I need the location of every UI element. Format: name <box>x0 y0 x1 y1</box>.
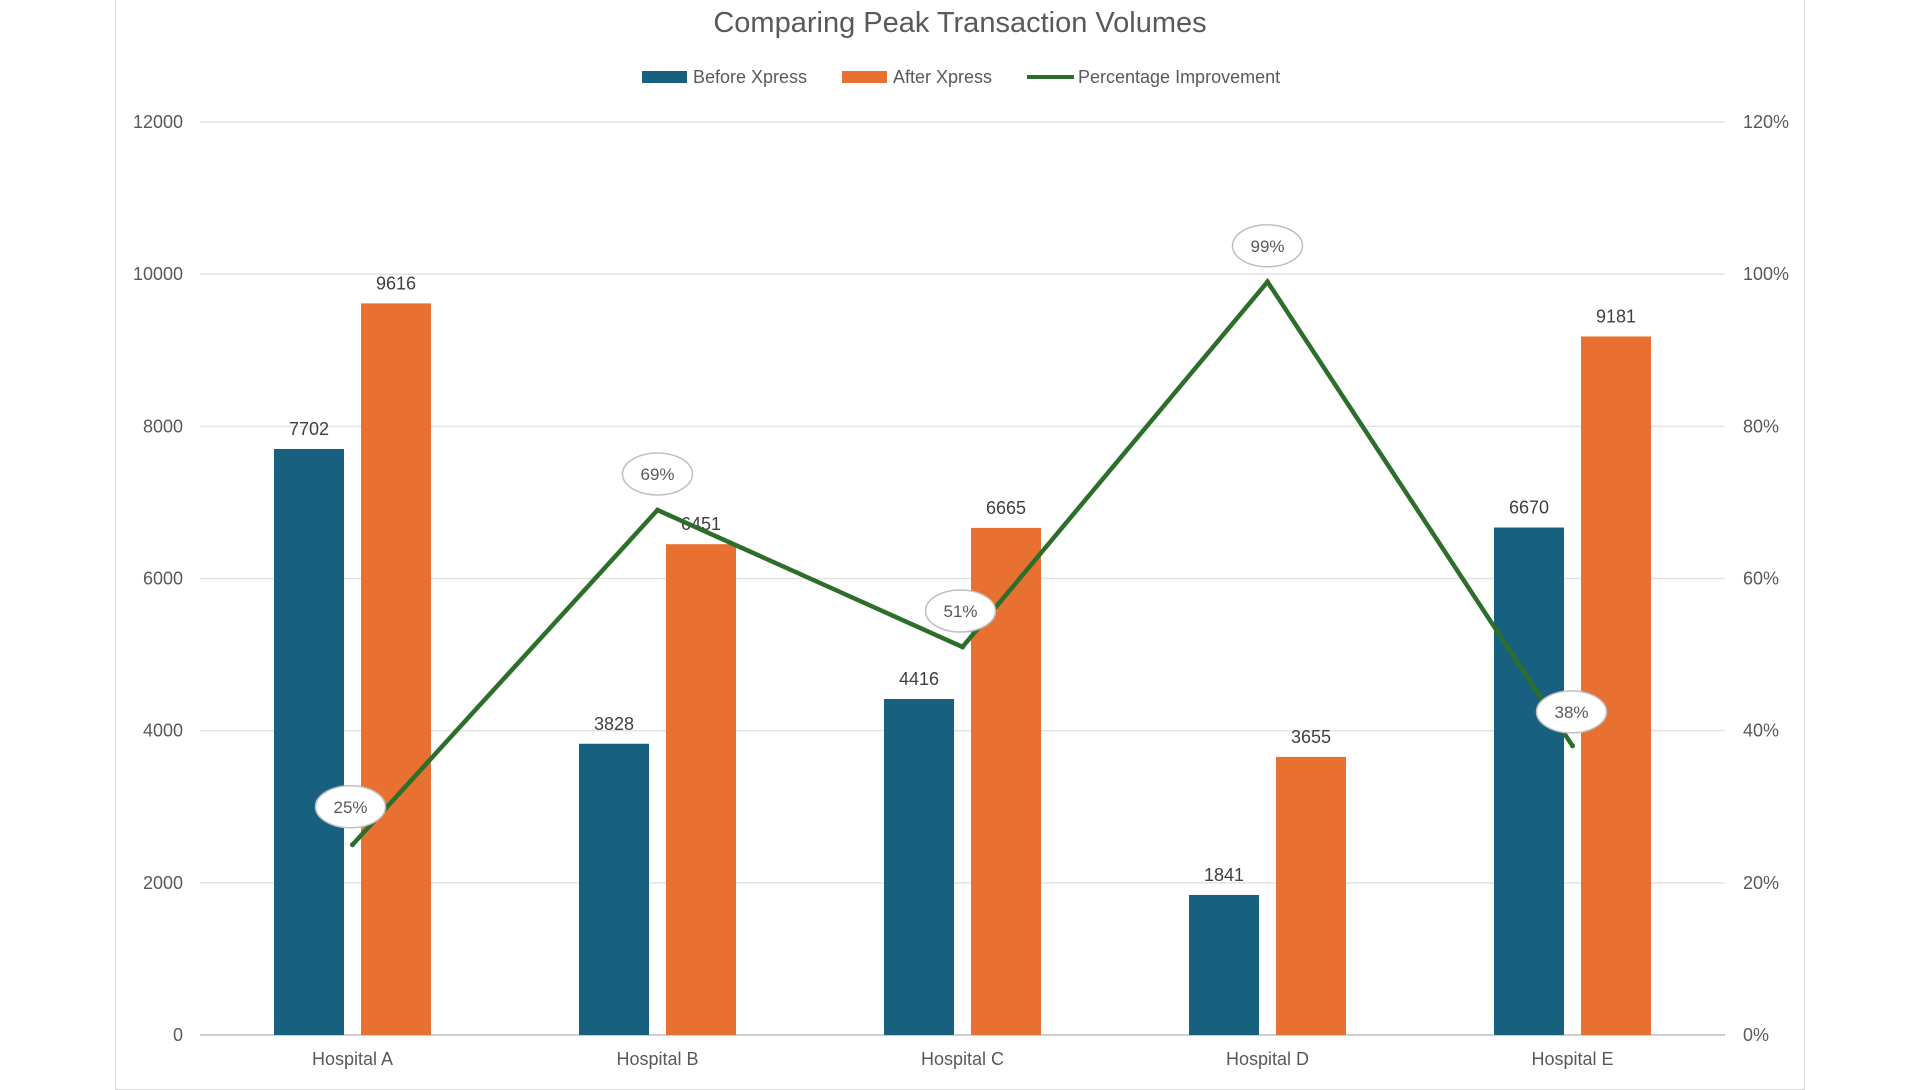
percentage-improvement-line <box>350 278 1575 847</box>
y-tick-label: 4000 <box>143 721 183 741</box>
percentage-label: 99% <box>1250 237 1284 256</box>
percentage-label-bubble <box>924 589 997 633</box>
gridlines <box>200 121 1725 1036</box>
legend-label-after-xpress: After Xpress <box>893 67 992 87</box>
y2-tick-label: 20% <box>1743 873 1779 893</box>
legend-label-percentage-improvement: Percentage Improvement <box>1078 67 1280 87</box>
y-axis-right: 0% 20% 40% 60% 80% 100% 120% <box>1743 112 1789 1045</box>
y-tick-label: 2000 <box>143 873 183 893</box>
percentage-line <box>350 278 1575 848</box>
x-tick-label: Hospital C <box>921 1049 1004 1069</box>
bar-before-xpress <box>1189 894 1259 1035</box>
line-point <box>1570 743 1575 749</box>
percentage-label-bubble <box>621 452 694 496</box>
y2-tick-label: 40% <box>1743 721 1779 741</box>
percentage-label: 51% <box>943 602 977 621</box>
percentage-label-bubble <box>1535 690 1608 734</box>
chart-title: Comparing Peak Transaction Volumes <box>713 7 1206 39</box>
bar-before-xpress <box>884 699 954 1035</box>
legend-swatch-before-xpress <box>642 71 687 83</box>
bar-before-xpress <box>579 743 649 1035</box>
legend-label-before-xpress: Before Xpress <box>693 67 807 87</box>
bar-value-label: 9616 <box>376 273 416 293</box>
line-point <box>1265 279 1270 285</box>
bar-value-label: 3655 <box>1291 727 1331 747</box>
bar-labels: 7702 9616 3828 6451 4416 6665 1841 3655 6670 9181 <box>289 273 1636 885</box>
y2-tick-label: 120% <box>1743 112 1789 132</box>
y2-tick-label: 60% <box>1743 569 1779 589</box>
x-tick-label: Hospital B <box>616 1049 698 1069</box>
x-tick-label: Hospital E <box>1531 1049 1613 1069</box>
y-tick-label: 6000 <box>143 569 183 589</box>
bar-value-label: 6670 <box>1509 498 1549 518</box>
bar-value-label: 6665 <box>986 498 1026 518</box>
percentage-label: 69% <box>640 465 674 484</box>
bar-value-label: 9181 <box>1596 306 1636 326</box>
bar-after-xpress <box>1276 756 1346 1035</box>
line-point <box>350 842 355 848</box>
bar-after-xpress <box>1581 336 1651 1036</box>
y-tick-label: 12000 <box>133 112 183 132</box>
bar-value-label: 7702 <box>289 419 329 439</box>
y-axis-left: 0 2000 4000 6000 8000 10000 12000 <box>133 112 183 1045</box>
bar-value-label: 6451 <box>681 514 721 534</box>
bar-value-label: 1841 <box>1204 865 1244 885</box>
line-point <box>655 507 660 513</box>
percentage-label-bubble <box>314 785 387 829</box>
y-tick-label: 8000 <box>143 416 183 436</box>
legend-swatch-after-xpress <box>842 71 887 83</box>
x-tick-label: Hospital D <box>1226 1049 1309 1069</box>
y2-tick-label: 80% <box>1743 416 1779 436</box>
percentage-label: 25% <box>333 798 367 817</box>
percentage-label-bubble <box>1231 224 1304 268</box>
legend: Before Xpress After Xpress Percentage Im… <box>642 67 1280 87</box>
bar-value-label: 3828 <box>594 714 634 734</box>
bar-value-label: 4416 <box>899 669 939 689</box>
x-tick-label: Hospital A <box>312 1049 393 1069</box>
y2-tick-label: 100% <box>1743 264 1789 284</box>
bar-after-xpress <box>361 303 431 1035</box>
bar-before-xpress <box>1494 527 1564 1035</box>
y-tick-label: 0 <box>173 1025 183 1045</box>
line-point <box>960 644 965 650</box>
percentage-labels: 25% 69% 51% 99% 38% <box>314 224 1608 829</box>
x-axis: Hospital A Hospital B Hospital C Hospital D… <box>312 1049 1614 1069</box>
bar-before-xpress <box>274 449 344 1035</box>
bar-after-xpress <box>666 544 736 1035</box>
percentage-label: 38% <box>1554 703 1588 722</box>
bars <box>274 303 1651 1036</box>
y2-tick-label: 0% <box>1743 1025 1769 1045</box>
y-tick-label: 10000 <box>133 264 183 284</box>
